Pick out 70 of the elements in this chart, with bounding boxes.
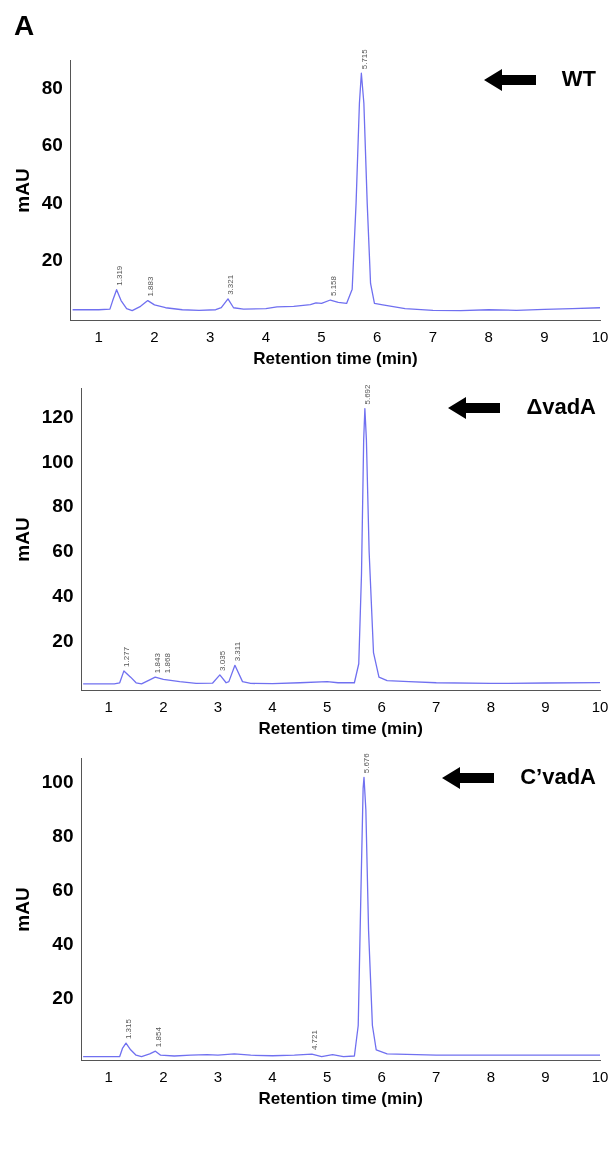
chart-title: ΔvadA (526, 394, 597, 420)
x-tick-label: 3 (213, 1067, 223, 1085)
x-tick-label: 2 (159, 697, 168, 715)
x-tick-label: 6 (373, 327, 382, 345)
x-tick-label: 3 (213, 697, 223, 715)
x-tick-label: 8 (486, 1067, 496, 1085)
annotation: 5.715 (359, 48, 369, 70)
x-tick-label: 10 (591, 1067, 609, 1085)
y-tick-label: 80 (52, 495, 74, 517)
x-tick-label: 6 (377, 697, 386, 715)
annotation: 3.321 (226, 274, 236, 295)
annotation: 1.883 (146, 276, 156, 297)
annotation: 5.158 (328, 275, 338, 297)
x-tick-label: 9 (541, 697, 550, 715)
y-axis-title: mAU (11, 168, 33, 213)
y-tick-label: 80 (41, 77, 63, 99)
x-tick-label: 6 (377, 1067, 386, 1085)
x-tick-label: 4 (268, 697, 277, 715)
annotation: 1.854 (153, 1026, 163, 1048)
y-tick-label: 60 (52, 540, 74, 562)
y-axis-title: mAU (11, 887, 33, 932)
annotation: 4.721 (310, 1029, 320, 1051)
chart-title: WT (561, 66, 597, 92)
text: A (13, 9, 36, 43)
y-tick-label: 40 (41, 191, 63, 213)
x-tick-label: 9 (540, 327, 549, 345)
y-tick-label: 40 (52, 584, 74, 606)
y-tick-label: 60 (52, 878, 74, 900)
y-tick-label: 100 (41, 450, 74, 472)
y-tick-label: 20 (52, 629, 74, 651)
x-tick-label: 2 (150, 327, 159, 345)
x-tick-label: 2 (159, 1067, 168, 1085)
x-tick-label: 7 (432, 1067, 441, 1085)
x-tick-label: 1 (104, 1067, 113, 1085)
x-tick-label: 1 (104, 697, 113, 715)
x-axis-title: Retention time (min) (258, 1089, 423, 1109)
y-tick-label: 20 (52, 986, 74, 1008)
annotation: 5.692 (363, 383, 373, 405)
x-tick-label: 7 (432, 697, 441, 715)
x-tick-label: 1 (94, 327, 103, 345)
x-tick-label: 8 (486, 697, 496, 715)
x-tick-label: 4 (261, 327, 271, 345)
x-tick-label: 9 (541, 1067, 550, 1085)
x-tick-label: 7 (428, 327, 438, 345)
y-tick-label: 100 (41, 770, 74, 792)
y-tick-label: 60 (41, 134, 63, 156)
annotation: 1.868 (163, 652, 172, 674)
y-tick-label: 80 (52, 824, 74, 846)
x-tick-label: 3 (205, 327, 215, 345)
x-tick-label: 10 (591, 327, 609, 345)
annotation: 3.035 (218, 650, 228, 671)
x-tick-label: 5 (317, 327, 326, 345)
x-tick-label: 5 (322, 697, 332, 715)
x-tick-label: 5 (322, 1067, 332, 1085)
annotation: 5.676 (362, 752, 372, 774)
x-axis-title: Retention time (min) (258, 719, 423, 739)
annotation: 1.315 (124, 1018, 134, 1040)
annotation: 1.277 (122, 646, 132, 667)
annotation: 3.311 (233, 641, 243, 662)
x-tick-label: 4 (268, 1067, 277, 1085)
y-tick-label: 20 (41, 248, 63, 270)
x-tick-label: 10 (591, 697, 609, 715)
y-tick-label: 120 (41, 405, 74, 427)
y-tick-label: 40 (52, 932, 74, 954)
x-axis-title: Retention time (min) (253, 349, 418, 369)
chart-title: C’vadA (520, 764, 597, 790)
x-tick-label: 8 (484, 327, 493, 345)
annotation: 1.319 (114, 265, 124, 286)
annotation: 1.843 (153, 652, 162, 674)
y-axis-title: mAU (11, 517, 33, 562)
